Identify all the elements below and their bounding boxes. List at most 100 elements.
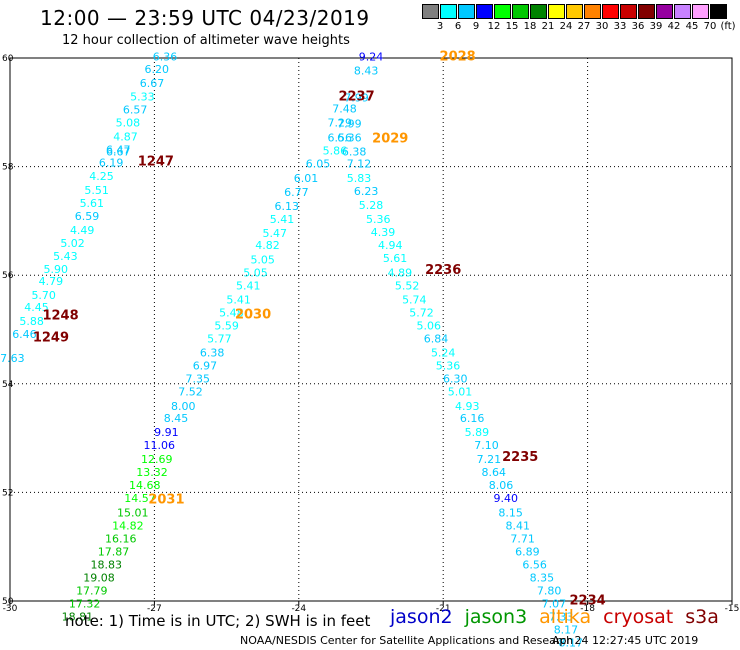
wave-height-label: 6.67: [140, 77, 165, 90]
pass-time-label: 1247: [138, 155, 174, 170]
x-tick-label: -18: [580, 604, 595, 614]
wave-height-label: 7.52: [178, 386, 203, 399]
wave-height-label: 7.07: [542, 598, 567, 611]
satellite-cryosat: cryosat: [603, 606, 674, 628]
wave-height-label: 19.08: [83, 571, 115, 584]
scale-label: 6: [454, 21, 462, 32]
wave-height-label: 6.13: [275, 200, 300, 213]
wave-height-label: 14.82: [112, 519, 144, 532]
y-tick-label: 52: [2, 488, 13, 498]
scale-swatch: [692, 4, 709, 19]
wave-height-label: 9.91: [154, 426, 179, 439]
wave-height-label: 6.36: [337, 132, 362, 145]
scale-label: 45: [685, 21, 699, 32]
pass-time-label: 2031: [148, 492, 184, 507]
wave-height-label: 6.19: [99, 157, 124, 170]
wave-height-label: 6.23: [354, 185, 379, 198]
wave-height-label: 5.41: [270, 213, 295, 226]
scale-label: 39: [649, 21, 663, 32]
wave-height-label: 8.41: [506, 519, 531, 532]
wave-height-label: 5.61: [383, 252, 408, 265]
wave-height-label: 5.06: [417, 320, 442, 333]
wave-height-label: 6.05: [306, 158, 331, 171]
pass-time-label: 1248: [42, 309, 78, 324]
wave-height-label: 5.61: [80, 197, 105, 210]
wave-height-label: 6.59: [75, 210, 100, 223]
wave-height-label: 18.81: [62, 611, 94, 624]
wave-height-label: 6.20: [145, 63, 170, 76]
wave-height-label: 6.97: [193, 360, 218, 373]
wave-height-label: 5.05: [250, 253, 275, 266]
scale-swatch: [422, 4, 439, 19]
wave-height-label: 4.25: [89, 170, 114, 183]
wave-height-label: 5.90: [43, 263, 68, 276]
wave-height-label: 4.89: [388, 266, 413, 279]
satellite-jason3: jason3: [464, 606, 528, 628]
pass-time-label: 1249: [33, 330, 69, 345]
chart-subtitle: 12 hour collection of altimeter wave hei…: [62, 33, 350, 48]
wave-height-label: 5.47: [262, 227, 287, 240]
wave-height-label: 4.82: [255, 239, 280, 252]
scale-swatch: [638, 4, 655, 19]
wave-height-label: 5.01: [448, 386, 473, 399]
wave-height-label: 7.10: [474, 439, 499, 452]
wave-height-label: 6.67: [106, 146, 131, 159]
wave-height-label: 8.43: [354, 64, 379, 77]
wave-height-label: 5.43: [53, 250, 78, 263]
scale-label: (ft): [720, 21, 736, 32]
scale-swatch: [548, 4, 565, 19]
wave-height-label: 8.64: [481, 466, 506, 479]
satellite-s3a: s3a: [685, 606, 719, 628]
wave-height-label: 5.70: [31, 289, 56, 302]
wave-height-label: 4.93: [455, 400, 480, 413]
wave-height-label: 5.41: [236, 279, 261, 292]
wave-height-label: 11.06: [143, 439, 175, 452]
wave-height-label: 4.94: [378, 239, 403, 252]
footer-note: note: 1) Time is in UTC; 2) SWH is in fe…: [65, 612, 371, 630]
wave-height-label: 6.38: [342, 146, 367, 159]
wave-height-label: 6.36: [153, 51, 178, 64]
wave-height-label: 5.36: [436, 360, 461, 373]
y-tick-label: 56: [2, 271, 14, 281]
wave-height-label: 6.57: [123, 103, 148, 116]
pass-time-label: 2029: [372, 132, 408, 147]
wave-height-label: 6.38: [200, 347, 225, 360]
pass-time-label: 2234: [570, 593, 606, 608]
x-tick-label: -30: [3, 604, 18, 614]
wave-height-label: 6.56: [327, 132, 352, 145]
wave-height-label: 7.21: [477, 453, 502, 466]
wave-height-label: 5.33: [130, 90, 155, 103]
satellite-altika: altika: [539, 606, 592, 628]
scale-swatch: [530, 4, 547, 19]
scale-label: 30: [595, 21, 609, 32]
wave-height-label: 9.40: [494, 492, 519, 505]
wave-height-label: 5.52: [395, 279, 420, 292]
scale-label: 70: [703, 21, 717, 32]
wave-height-label: 6.16: [460, 412, 485, 425]
wave-height-label: 7.80: [537, 584, 562, 597]
wave-height-label: 5.24: [431, 347, 456, 360]
wave-height-label: 4.87: [113, 131, 138, 144]
pass-time-label: 2235: [502, 450, 538, 465]
credit-line: NOAA/NESDIS Center for Satellite Applica…: [240, 634, 574, 647]
wave-height-label: 6.56: [522, 558, 547, 571]
wave-height-label: 4.79: [39, 275, 64, 288]
wave-height-label: 6.77: [284, 186, 309, 199]
scale-swatch: [476, 4, 493, 19]
wave-height-label: 5.89: [465, 426, 490, 439]
scale-label: 12: [487, 21, 501, 32]
wave-height-label: 17.87: [98, 545, 130, 558]
wave-height-label: 5.83: [347, 172, 372, 185]
x-tick-label: -15: [725, 604, 740, 614]
wave-height-label: 5.02: [60, 237, 85, 250]
wave-height-label: 8.17: [559, 637, 584, 650]
wave-height-label: 15.01: [117, 506, 149, 519]
wave-height-label: 17.79: [76, 584, 108, 597]
wave-height-label: 6.84: [424, 333, 449, 346]
wave-height-label: 14.57: [124, 492, 156, 505]
wave-height-label: 5.08: [116, 116, 141, 129]
wave-height-label: 5.05: [243, 266, 268, 279]
scale-swatch: [674, 4, 691, 19]
scale-swatch: [512, 4, 529, 19]
